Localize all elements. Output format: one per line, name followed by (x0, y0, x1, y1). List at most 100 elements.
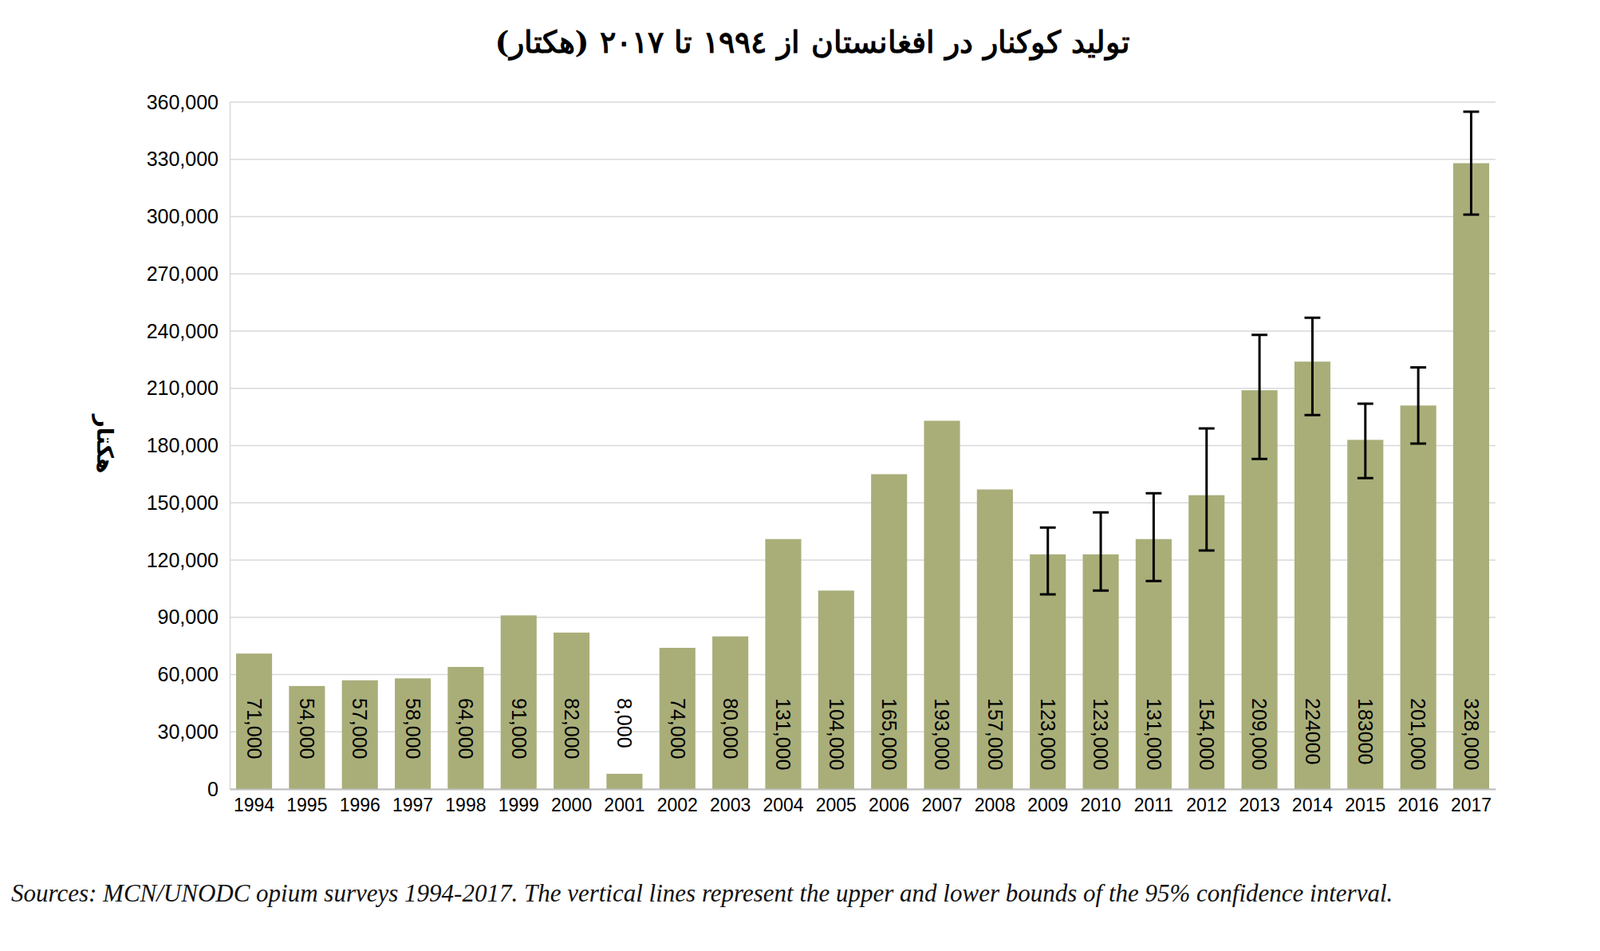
data-label: 131,000 (1142, 697, 1166, 770)
bar (764, 539, 801, 789)
y-tick-label: 30,000 (157, 720, 219, 743)
y-tick: 270,000 (146, 262, 230, 285)
data-label: 201,000 (1406, 697, 1430, 770)
x-tick-label: 1998 (445, 794, 486, 816)
x-tick: 2000 (551, 788, 592, 816)
y-tick-label: 360,000 (146, 90, 219, 114)
x-tick: 2003 (709, 788, 751, 816)
data-label: 131,000 (772, 697, 795, 770)
x-tick: 2007 (921, 788, 962, 816)
x-tick-label: 2005 (815, 794, 857, 816)
y-tick-label: 150,000 (146, 491, 219, 514)
error-bar (1145, 492, 1162, 581)
x-tick: 1998 (445, 788, 486, 816)
x-tick: 2010 (1079, 788, 1121, 816)
data-label: 328,000 (1460, 697, 1483, 770)
data-label: 57,000 (348, 697, 371, 759)
x-axis-line (230, 788, 1497, 791)
x-tick-label: 2009 (1027, 794, 1068, 816)
x-tick-label: 2007 (921, 794, 962, 816)
y-tick-label: 330,000 (146, 147, 219, 170)
data-label: 71,000 (243, 697, 266, 759)
y-axis-title: هکتار (91, 413, 119, 474)
x-tick: 2015 (1344, 788, 1386, 816)
y-tick: 300,000 (146, 204, 230, 228)
x-axis: 1994 1995 1996 1997 1998 1999 2000 2001 2002 2003… (230, 788, 1497, 816)
data-label: 193,000 (930, 697, 954, 770)
grid-line (229, 330, 1496, 332)
grid-line (229, 101, 1496, 103)
x-tick-label: 1995 (286, 794, 328, 816)
bar (1294, 361, 1331, 789)
data-label: 91,000 (508, 697, 531, 759)
x-tick-label: 2012 (1186, 794, 1227, 816)
data-label: 8,000 (613, 697, 636, 749)
error-bar (1251, 334, 1268, 459)
x-tick-label: 2014 (1292, 794, 1333, 816)
title: تولید کوکنار در افغانستان از ۱۹۹٤ تا ۲۰۱… (495, 23, 1132, 61)
data-label: 58,000 (401, 697, 425, 759)
y-tick-label: 210,000 (146, 376, 219, 399)
error-bar (1357, 403, 1374, 478)
grid-line (229, 273, 1496, 276)
x-tick: 2004 (762, 788, 804, 816)
y-tick-label: 0 (207, 777, 219, 800)
bar (606, 773, 643, 789)
x-tick: 2014 (1292, 788, 1333, 816)
data-label: 123,000 (1089, 697, 1112, 770)
data-label: 54,000 (295, 697, 319, 759)
x-tick: 2002 (657, 788, 698, 816)
y-tick: 240,000 (146, 319, 230, 343)
bar (236, 653, 272, 789)
y-tick-label: 60,000 (157, 662, 219, 686)
bar (1453, 163, 1490, 789)
bar (1347, 439, 1384, 789)
x-tick: 1999 (498, 788, 540, 816)
x-tick: 2016 (1398, 788, 1439, 816)
x-tick-label: 1996 (339, 794, 381, 816)
bar (394, 677, 431, 789)
x-tick-label: 2004 (762, 794, 804, 816)
y-tick: 30,000 (157, 720, 230, 743)
error-bar (1304, 317, 1321, 415)
bar (1400, 405, 1437, 789)
error-bar (1198, 428, 1215, 551)
data-label: 64,000 (454, 697, 477, 759)
x-tick: 1997 (392, 788, 434, 816)
x-tick: 2009 (1027, 788, 1068, 816)
y-axis: 0 30,000 60,000 90,000 120,000 150,000 180,000… (146, 90, 231, 800)
x-tick: 1996 (339, 788, 381, 816)
y-tick: 0 (207, 777, 230, 800)
source-note: Sources: MCN/UNODC opium surveys 1994-20… (11, 875, 1585, 911)
y-tick: 180,000 (146, 433, 230, 457)
y-tick: 60,000 (157, 662, 230, 686)
y-tick-label: 90,000 (157, 605, 219, 628)
x-tick-label: 1997 (392, 794, 434, 816)
data-label: 154,000 (1195, 697, 1218, 770)
data-label: 80,000 (719, 697, 742, 759)
y-tick-label: 300,000 (146, 204, 219, 228)
error-bar (1092, 512, 1109, 591)
error-bar (1040, 527, 1057, 595)
plot: 0 30,000 60,000 90,000 120,000 150,000 180,000… (146, 90, 1497, 816)
data-label: 165,000 (878, 697, 901, 770)
y-tick: 360,000 (146, 90, 230, 114)
x-tick: 2006 (868, 788, 910, 816)
data-label: 123,000 (1036, 697, 1060, 770)
x-tick: 2005 (815, 788, 857, 816)
x-tick-label: 2001 (603, 794, 645, 816)
y-tick-label: 270,000 (146, 262, 219, 285)
x-tick-label: 1999 (498, 794, 540, 816)
x-tick: 2008 (974, 788, 1016, 816)
x-tick: 2013 (1239, 788, 1281, 816)
bar (712, 636, 749, 789)
x-tick: 2001 (603, 788, 645, 816)
error-bar (1463, 111, 1480, 215)
y-tick: 120,000 (146, 548, 230, 572)
bar (500, 614, 537, 789)
bar (288, 685, 325, 789)
bar (818, 590, 855, 789)
x-tick-label: 2002 (657, 794, 698, 816)
data-label: 104,000 (825, 697, 848, 770)
x-tick: 1994 (233, 788, 275, 816)
